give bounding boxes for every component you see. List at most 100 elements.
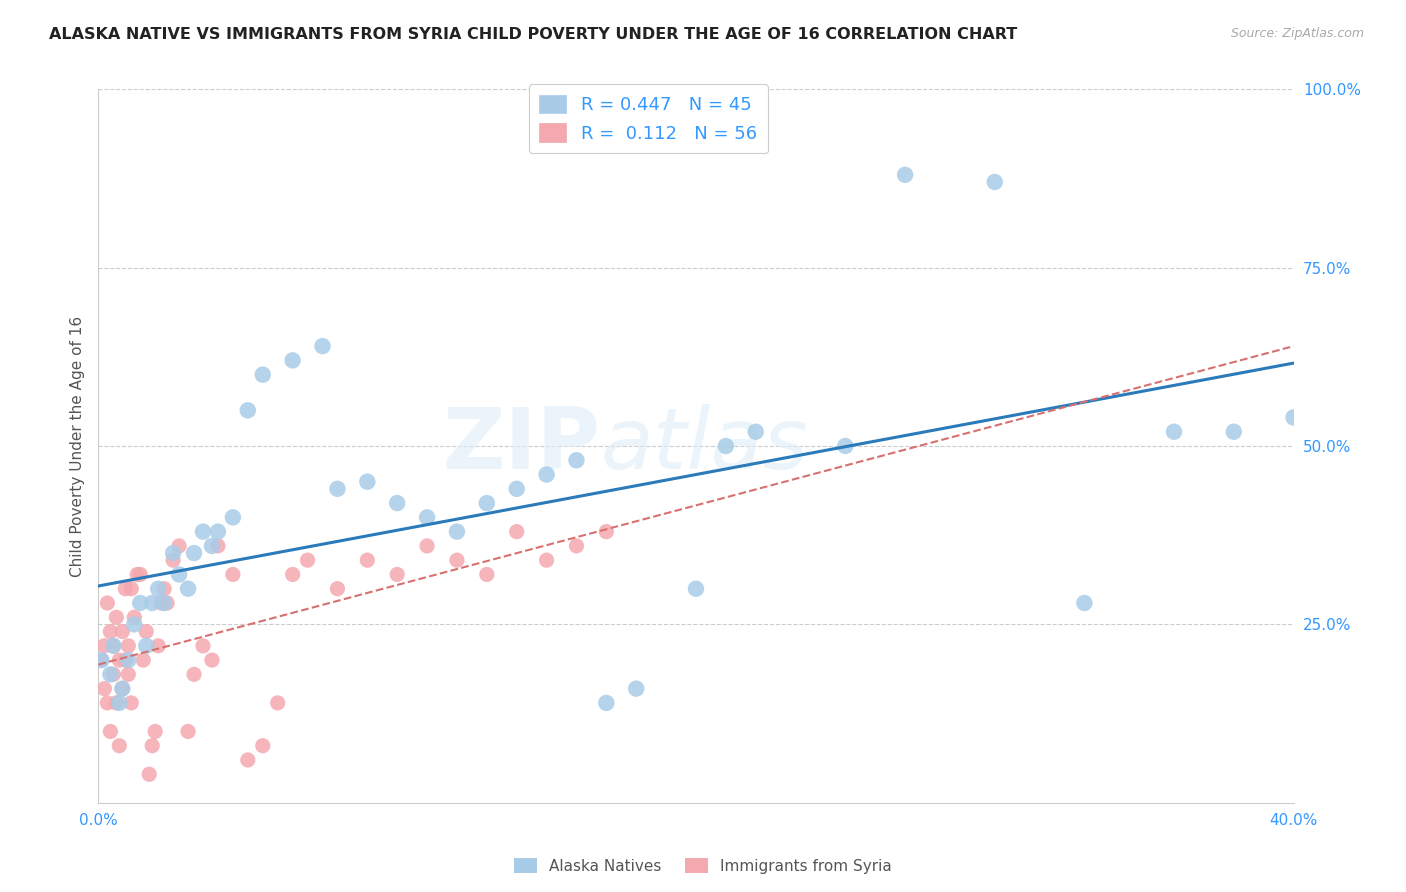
Point [1282,410,1305,425]
Point [201,653,224,667]
Point [162,553,184,567]
Point [124,617,146,632]
Point [90,653,112,667]
Point [111,624,134,639]
Point [90,653,112,667]
Point [714,439,737,453]
Point [326,582,349,596]
Legend: Alaska Natives, Immigrants from Syria: Alaska Natives, Immigrants from Syria [508,852,898,880]
Point [111,681,134,696]
Point [108,696,131,710]
Point [132,653,155,667]
Point [326,482,349,496]
Point [138,767,160,781]
Point [156,596,179,610]
Point [267,696,290,710]
Point [565,453,588,467]
Point [1223,425,1246,439]
Point [834,439,856,453]
Point [475,496,498,510]
Point [117,667,139,681]
Point [207,539,229,553]
Point [475,567,498,582]
Point [105,696,128,710]
Point [177,582,200,596]
Point [536,467,558,482]
Point [894,168,917,182]
Point [167,567,190,582]
Point [191,524,214,539]
Point [984,175,1007,189]
Point [222,510,245,524]
Point [103,667,125,681]
Point [1163,425,1185,439]
Point [311,339,333,353]
Legend: R = 0.447   N = 45, R =  0.112   N = 56: R = 0.447 N = 45, R = 0.112 N = 56 [529,84,768,153]
Point [207,524,229,539]
Point [167,539,190,553]
Point [281,567,304,582]
Point [153,582,176,596]
Point [236,403,259,417]
Point [105,610,128,624]
Point [98,624,122,639]
Point [595,696,617,710]
Point [135,624,157,639]
Point [626,681,648,696]
Point [162,546,184,560]
Point [153,596,176,610]
Text: ALASKA NATIVE VS IMMIGRANTS FROM SYRIA CHILD POVERTY UNDER THE AGE OF 16 CORRELA: ALASKA NATIVE VS IMMIGRANTS FROM SYRIA C… [49,27,1018,42]
Point [111,681,134,696]
Point [685,582,707,596]
Point [124,610,146,624]
Point [356,553,378,567]
Point [297,553,319,567]
Point [416,539,439,553]
Point [98,724,122,739]
Point [191,639,214,653]
Point [183,546,205,560]
Point [446,524,468,539]
Point [129,596,152,610]
Point [117,639,139,653]
Point [183,667,205,681]
Point [150,596,173,610]
Point [117,653,139,667]
Point [93,639,115,653]
Point [565,539,588,553]
Point [536,553,558,567]
Point [141,739,163,753]
Point [281,353,304,368]
Point [96,596,118,610]
Point [148,639,170,653]
Point [103,639,125,653]
Point [506,482,529,496]
Point [236,753,259,767]
Point [506,524,529,539]
Y-axis label: Child Poverty Under the Age of 16: Child Poverty Under the Age of 16 [69,316,84,576]
Point [1073,596,1095,610]
Point [385,567,409,582]
Point [108,653,131,667]
Point [120,582,142,596]
Point [143,724,166,739]
Point [222,567,245,582]
Point [120,696,142,710]
Point [356,475,378,489]
Point [135,639,157,653]
Text: ZIP: ZIP [443,404,600,488]
Point [446,553,468,567]
Point [98,667,122,681]
Point [745,425,768,439]
Point [252,368,274,382]
Point [201,539,224,553]
Point [108,739,131,753]
Point [114,582,136,596]
Point [141,596,163,610]
Point [114,653,136,667]
Point [129,567,152,582]
Point [595,524,617,539]
Point [148,582,170,596]
Text: Source: ZipAtlas.com: Source: ZipAtlas.com [1230,27,1364,40]
Point [177,724,200,739]
